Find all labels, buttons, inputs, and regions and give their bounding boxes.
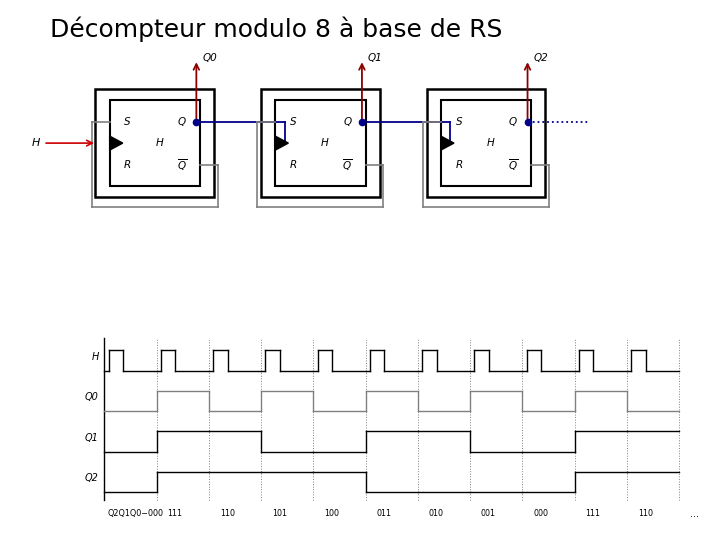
Text: 010: 010 <box>428 509 444 518</box>
Text: Q: Q <box>343 117 351 126</box>
Text: 110: 110 <box>220 509 235 518</box>
Text: Q0: Q0 <box>85 393 99 402</box>
Text: H: H <box>91 352 99 362</box>
Text: R: R <box>124 160 131 170</box>
Text: 111: 111 <box>168 509 182 518</box>
Text: 000: 000 <box>534 509 548 518</box>
Text: $\overline{Q}$: $\overline{Q}$ <box>343 157 353 173</box>
Text: Q2Q1Q0−000: Q2Q1Q0−000 <box>107 509 163 518</box>
Polygon shape <box>109 136 122 150</box>
Text: H: H <box>321 138 329 148</box>
Text: $\overline{Q}$: $\overline{Q}$ <box>177 157 187 173</box>
Bar <box>275 100 366 186</box>
Bar <box>109 100 200 186</box>
Text: Q1: Q1 <box>85 433 99 443</box>
Text: H: H <box>156 138 163 148</box>
Text: 110: 110 <box>638 509 652 518</box>
Text: Q1: Q1 <box>368 53 382 63</box>
Text: H: H <box>31 138 40 148</box>
Text: 111: 111 <box>585 509 600 518</box>
Text: Q: Q <box>178 117 186 126</box>
Text: R: R <box>289 160 297 170</box>
Text: $\overline{Q}$: $\overline{Q}$ <box>508 157 518 173</box>
Text: ...: ... <box>690 509 699 519</box>
Text: 101: 101 <box>272 509 287 518</box>
Bar <box>426 89 546 197</box>
Text: Décompteur modulo 8 à base de RS: Décompteur modulo 8 à base de RS <box>50 16 503 42</box>
Text: Q0: Q0 <box>202 53 217 63</box>
Text: Q2: Q2 <box>534 53 548 63</box>
Text: S: S <box>125 117 131 126</box>
Text: Q: Q <box>509 117 517 126</box>
Text: 001: 001 <box>481 509 496 518</box>
Text: 011: 011 <box>377 509 392 518</box>
Text: S: S <box>290 117 297 126</box>
Polygon shape <box>441 136 454 150</box>
Text: R: R <box>455 160 462 170</box>
Bar <box>261 89 380 197</box>
Text: Q2: Q2 <box>85 474 99 483</box>
Polygon shape <box>275 136 288 150</box>
Text: H: H <box>487 138 495 148</box>
Text: S: S <box>456 117 462 126</box>
Bar <box>95 89 215 197</box>
Bar <box>441 100 531 186</box>
Text: 100: 100 <box>324 509 339 518</box>
